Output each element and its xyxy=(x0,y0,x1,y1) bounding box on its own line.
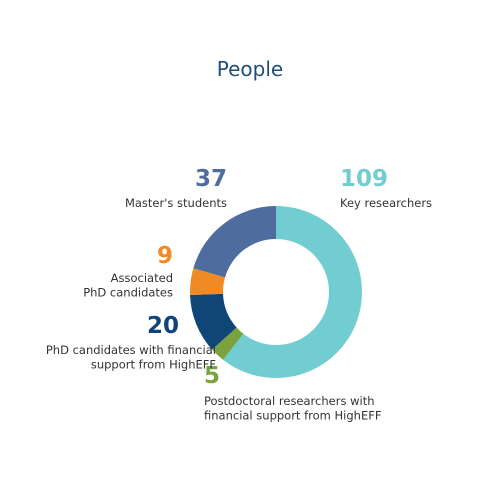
donut-segment xyxy=(193,206,276,278)
donut-segment xyxy=(190,268,226,296)
category-label: PhD candidates with financial support fro… xyxy=(46,343,216,371)
value-label: 20 xyxy=(147,313,179,339)
category-label: Associated PhD candidates xyxy=(83,271,173,299)
donut-segment xyxy=(190,293,237,350)
donut-segment xyxy=(212,327,244,360)
value-label: 9 xyxy=(157,243,173,269)
donut-segment xyxy=(223,206,362,378)
category-label: Postdoctoral researchers with financial s… xyxy=(204,394,381,422)
value-label: 5 xyxy=(204,363,220,389)
chart-title: People xyxy=(217,57,283,81)
value-label: 37 xyxy=(195,166,227,192)
category-label: Master's students xyxy=(125,196,227,210)
value-label: 109 xyxy=(340,166,388,192)
category-label: Key researchers xyxy=(340,196,432,210)
